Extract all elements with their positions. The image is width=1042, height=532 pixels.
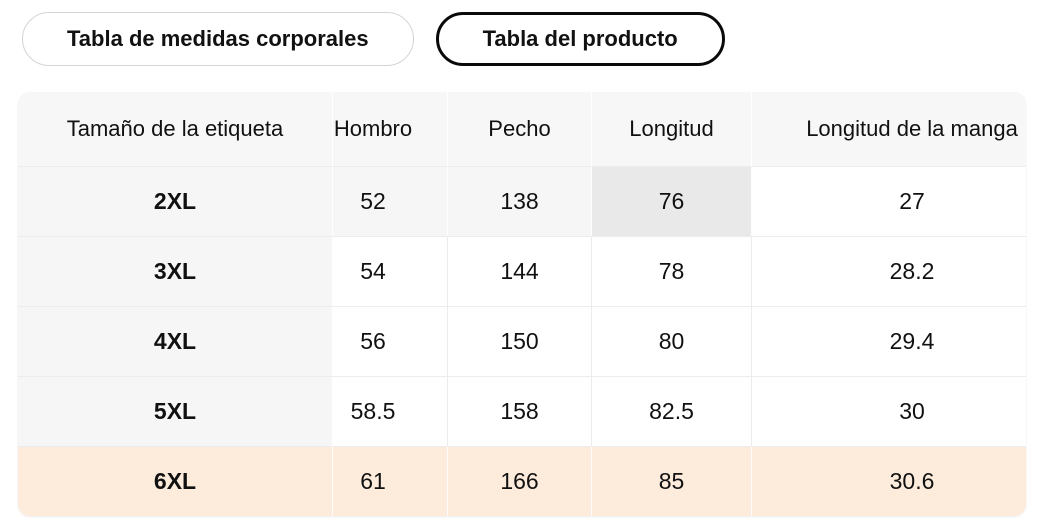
table-row-2xl: 2XL 52 138 76 27 bbox=[18, 166, 1026, 236]
size-chart-table: Tamaño de la etiqueta Hombro Pecho Longi… bbox=[18, 92, 1026, 516]
value-cell[interactable]: 166 bbox=[448, 446, 592, 516]
value-cell[interactable]: 82.5 bbox=[592, 376, 752, 446]
size-table-scroll[interactable]: Tamaño de la etiqueta Hombro Pecho Longi… bbox=[18, 92, 1026, 516]
size-cell[interactable]: 3XL bbox=[18, 236, 333, 306]
table-row-4xl: 4XL 56 150 80 29.4 bbox=[18, 306, 1026, 376]
size-cell[interactable]: 2XL bbox=[18, 166, 333, 236]
column-header-chest: Pecho bbox=[448, 92, 592, 166]
column-header-length: Longitud bbox=[592, 92, 752, 166]
value-cell[interactable]: 27 bbox=[752, 166, 1026, 236]
value-cell[interactable]: 144 bbox=[448, 236, 592, 306]
tab-product-table[interactable]: Tabla del producto bbox=[435, 12, 725, 66]
size-cell[interactable]: 4XL bbox=[18, 306, 333, 376]
table-body: 2XL 52 138 76 27 3XL 54 144 78 28.2 4XL … bbox=[18, 166, 1026, 516]
header-row: Tamaño de la etiqueta Hombro Pecho Longi… bbox=[18, 92, 1026, 166]
value-cell[interactable]: 78 bbox=[592, 236, 752, 306]
value-cell[interactable]: 158 bbox=[448, 376, 592, 446]
value-cell[interactable]: 80 bbox=[592, 306, 752, 376]
value-cell[interactable]: 30 bbox=[752, 376, 1026, 446]
table-row-6xl-selected: 6XL 61 166 85 30.6 bbox=[18, 446, 1026, 516]
value-cell[interactable]: 29.4 bbox=[752, 306, 1026, 376]
value-cell[interactable]: 28.2 bbox=[752, 236, 1026, 306]
value-cell[interactable]: 85 bbox=[592, 446, 752, 516]
size-chart-tabs: Tabla de medidas corporales Tabla del pr… bbox=[0, 0, 1042, 66]
highlighted-cell[interactable]: 76 bbox=[592, 166, 752, 236]
value-cell[interactable]: 138 bbox=[448, 166, 592, 236]
size-cell[interactable]: 5XL bbox=[18, 376, 333, 446]
value-cell[interactable]: 30.6 bbox=[752, 446, 1026, 516]
tab-body-measurements[interactable]: Tabla de medidas corporales bbox=[22, 12, 414, 66]
table-row-3xl: 3XL 54 144 78 28.2 bbox=[18, 236, 1026, 306]
column-header-sleeve-length: Longitud de la manga bbox=[752, 92, 1026, 166]
value-cell[interactable]: 150 bbox=[448, 306, 592, 376]
table-header: Tamaño de la etiqueta Hombro Pecho Longi… bbox=[18, 92, 1026, 166]
table-row-5xl: 5XL 58.5 158 82.5 30 bbox=[18, 376, 1026, 446]
column-header-label-size: Tamaño de la etiqueta bbox=[18, 92, 333, 166]
size-cell[interactable]: 6XL bbox=[18, 446, 333, 516]
